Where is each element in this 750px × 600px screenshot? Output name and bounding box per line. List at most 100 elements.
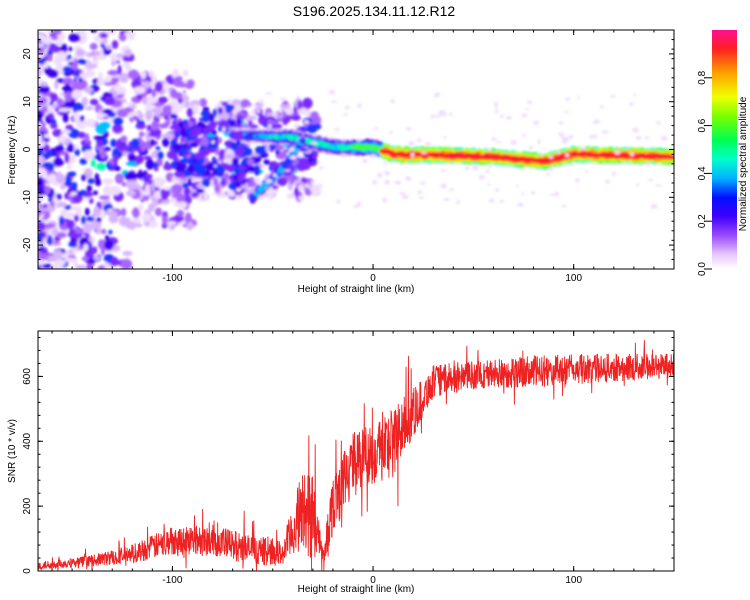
heatmap-cell — [144, 184, 151, 194]
heatmap-cell — [564, 153, 570, 158]
heatmap-cell — [401, 194, 409, 200]
heatmap-cell — [405, 176, 411, 181]
heatmap-cell — [191, 192, 200, 198]
heatmap-cell — [297, 99, 302, 110]
colorbar-label: Normalized spectral amplitude — [738, 96, 749, 231]
heatmap-cell — [286, 114, 292, 120]
heatmap-cell — [661, 138, 666, 141]
heatmap-cell — [584, 170, 589, 173]
heatmap-cell — [540, 152, 544, 156]
heatmap-cell — [67, 171, 77, 177]
heatmap-cell — [486, 148, 492, 152]
snr-y-tick-label: 600 — [22, 368, 33, 385]
heatmap-cell — [265, 116, 276, 121]
heatmap-cell — [548, 156, 554, 159]
heatmap-cell — [54, 80, 59, 90]
heatmap-cell — [144, 173, 153, 180]
heatmap-cell — [289, 146, 295, 152]
heatmap-cell — [157, 151, 164, 160]
heatmap-cell — [155, 146, 161, 151]
heatmap-cell — [187, 177, 192, 187]
heatmap-cell — [575, 178, 580, 183]
snr-border — [37, 330, 675, 572]
heatmap-cell — [170, 161, 177, 169]
heatmap-cell — [272, 173, 277, 178]
heatmap-cell — [526, 100, 533, 104]
heatmap-cell — [302, 97, 313, 109]
heatmap-cell — [112, 148, 119, 156]
heatmap-cell — [138, 131, 145, 137]
heatmap-cell — [132, 207, 140, 218]
heatmap-cell — [636, 183, 640, 187]
heatmap-cell — [182, 69, 189, 77]
heatmap-cell — [499, 199, 505, 203]
colorbar-gradient — [712, 30, 737, 269]
heatmap-cell — [369, 154, 377, 159]
heatmap-cell — [59, 91, 64, 97]
heatmap-cell — [199, 158, 205, 164]
heatmap-cell — [218, 149, 225, 160]
heatmap-cell — [56, 232, 67, 238]
heatmap-cell — [62, 77, 74, 86]
heatmap-cell — [238, 165, 248, 171]
heatmap-cell — [456, 199, 460, 205]
heatmap-cell — [236, 139, 242, 146]
heatmap-cell — [564, 136, 570, 142]
heatmap-cell — [500, 114, 504, 119]
heatmap-cell — [60, 183, 66, 190]
heatmap-cell — [203, 192, 209, 202]
heatmap-cell — [405, 126, 412, 131]
heatmap-cell — [92, 78, 98, 85]
heatmap-cell — [48, 45, 60, 53]
heatmap-cell — [200, 111, 210, 117]
heatmap-cell — [554, 191, 560, 197]
heatmap-cell — [124, 49, 132, 57]
heatmap-cell — [430, 114, 436, 119]
heatmap-cell — [246, 186, 254, 190]
heatmap-cell — [68, 249, 73, 255]
heatmap-cell — [316, 160, 320, 163]
heatmap-cell — [328, 89, 336, 95]
heatmap-cell — [591, 134, 598, 139]
heatmap-cell — [254, 182, 262, 185]
heatmap-cell — [336, 199, 341, 204]
heatmap-cell — [86, 185, 93, 193]
heatmap-cell — [212, 142, 219, 149]
heatmap-cell — [59, 150, 68, 156]
heatmap-cell — [125, 190, 136, 197]
heatmap-cell — [425, 142, 432, 146]
heatmap-cell — [306, 189, 312, 196]
heatmap-cell — [138, 203, 144, 212]
heatmap-cell — [173, 171, 185, 178]
heatmap-cell — [66, 164, 72, 170]
heatmap-cell — [97, 139, 103, 147]
heatmap-cell — [394, 180, 402, 185]
heatmap-cell — [319, 166, 324, 170]
heatmap-cell — [599, 105, 604, 109]
heatmap-cell — [305, 183, 310, 189]
heatmap-cell — [124, 171, 137, 181]
heatmap-cell — [184, 100, 191, 108]
heatmap-cell — [211, 192, 218, 195]
heatmap-cell — [196, 183, 204, 189]
heatmap-cell — [344, 105, 351, 110]
heatmap-cell — [84, 133, 90, 144]
heatmap-cell — [162, 104, 174, 116]
heatmap-cell — [60, 129, 72, 134]
heatmap-cell — [94, 146, 105, 151]
heatmap-cell — [65, 219, 75, 229]
heatmap-cell — [180, 147, 187, 155]
heatmap-cell — [495, 141, 502, 144]
heatmap-cell — [102, 185, 112, 197]
heatmap-cell — [211, 129, 217, 136]
heatmap-cell — [398, 192, 406, 195]
heatmap-cell — [604, 180, 610, 184]
heatmap-cell — [105, 44, 112, 50]
heatmap-cell — [116, 108, 129, 118]
heatmap-cell — [84, 207, 90, 216]
heatmap-cell — [296, 96, 301, 99]
heatmap-cell — [231, 157, 239, 166]
heatmap-cell — [279, 97, 286, 100]
heatmap-cell — [290, 115, 301, 121]
heatmap-cell — [629, 102, 634, 106]
